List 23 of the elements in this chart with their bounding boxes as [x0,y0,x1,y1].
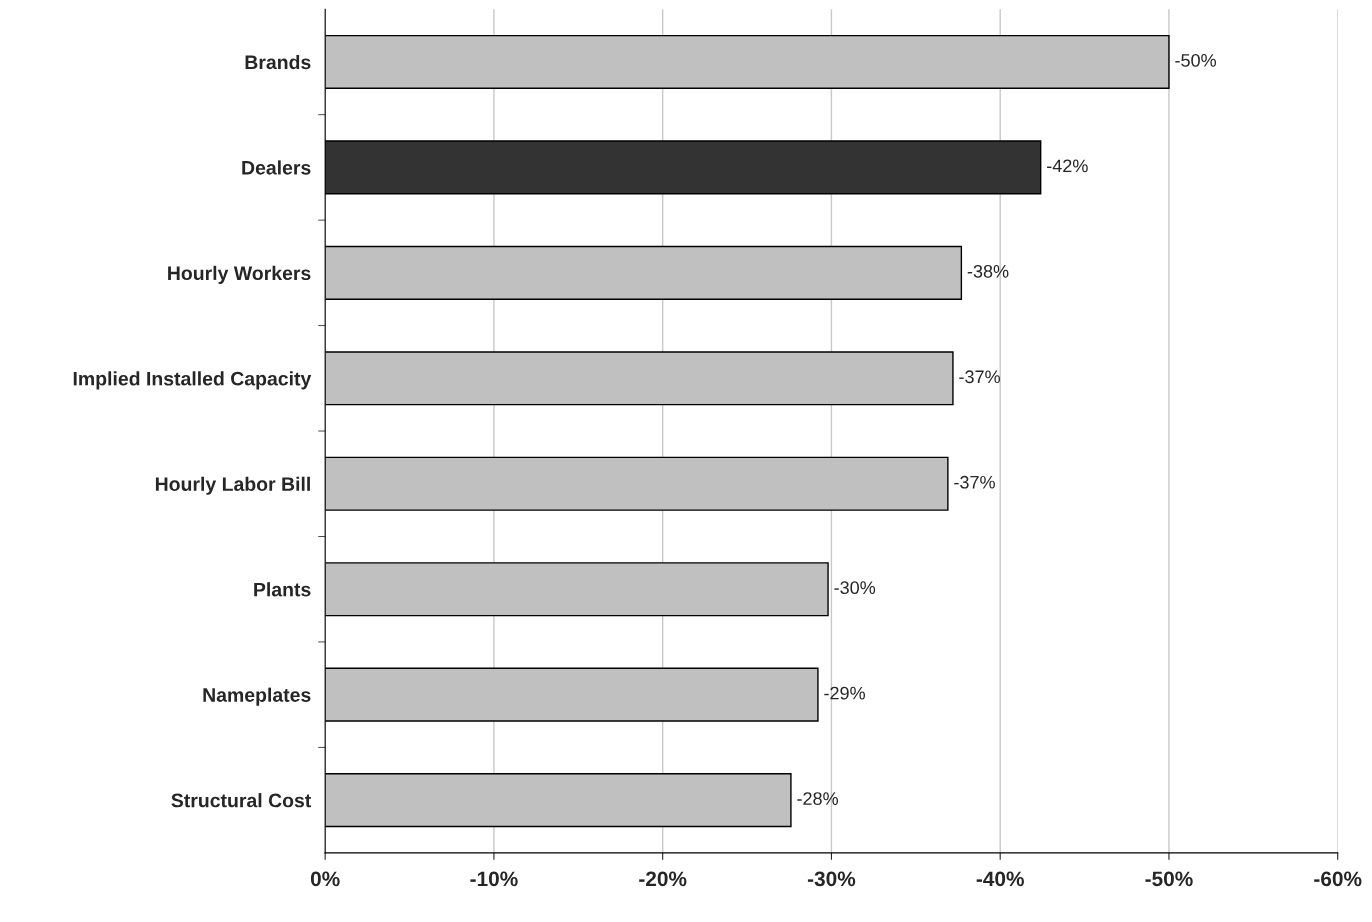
x-tick-label: 0% [310,871,340,887]
data-label: -42% [1047,159,1088,173]
x-tick-label: -10% [470,871,518,887]
x-tick-label: -20% [639,871,687,887]
y-tick-label: Nameplates [203,687,311,706]
y-tick-label: Structural Cost [171,793,312,808]
data-label: -29% [824,686,865,700]
data-label: -38% [967,264,1009,278]
y-tick-label: Implied Installed Capacity [73,371,312,390]
x-tick-label: -60% [1314,871,1362,887]
y-tick-label: Brands [245,54,311,70]
y-tick-label: Hourly Workers [168,265,311,284]
data-label: -28% [797,792,838,805]
data-label: -37% [959,370,1000,384]
y-tick-label: Plants [254,582,311,597]
data-label: -50% [1175,54,1217,67]
data-label: -37% [954,475,995,489]
data-label: -30% [834,581,876,595]
x-tick-label: -30% [807,871,856,887]
x-tick-label: -50% [1145,871,1193,887]
y-tick-label: Hourly Labor Bill [155,476,310,495]
x-tick-label: -40% [976,871,1024,887]
y-tick-label: Dealers [242,160,311,175]
